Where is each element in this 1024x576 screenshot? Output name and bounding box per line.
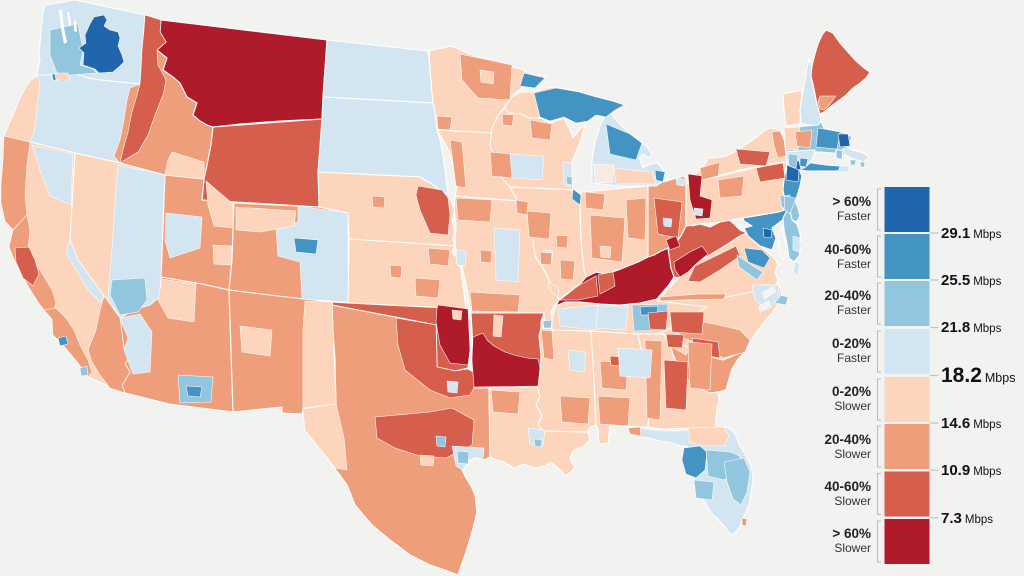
svg-text:Faster: Faster [837,209,871,223]
svg-text:0-20%: 0-20% [832,336,871,351]
svg-text:Slower: Slower [834,447,871,461]
svg-text:Faster: Faster [837,351,871,365]
svg-text:20-40%: 20-40% [824,288,871,303]
svg-text:Faster: Faster [837,303,871,317]
svg-text:Slower: Slower [834,541,871,555]
svg-text:40-60%: 40-60% [824,479,871,494]
svg-text:Slower: Slower [834,494,871,508]
svg-text:> 60%: > 60% [832,526,871,541]
svg-text:Slower: Slower [834,399,871,413]
svg-text:40-60%: 40-60% [824,242,871,257]
svg-text:20-40%: 20-40% [824,432,871,447]
svg-text:0-20%: 0-20% [832,384,871,399]
svg-text:Faster: Faster [837,257,871,271]
svg-text:> 60%: > 60% [832,194,871,209]
